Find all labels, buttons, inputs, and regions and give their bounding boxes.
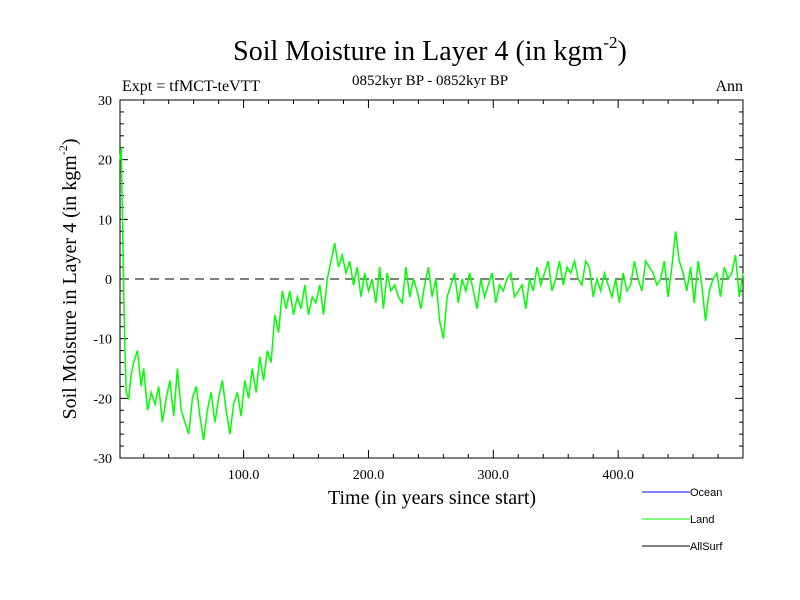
land-series-line <box>119 147 744 441</box>
y-tick-label: 0 <box>105 273 112 288</box>
y-tick-label: -10 <box>93 333 112 348</box>
y-tick-label: -20 <box>93 392 112 407</box>
legend: Ocean Land AllSurf <box>642 487 723 553</box>
y-tick-label: -30 <box>93 452 112 467</box>
season-label: Ann <box>715 78 743 95</box>
period-label: 0852kyr BP - 0852kyr BP <box>352 73 508 89</box>
y-tick-label: 20 <box>98 154 112 169</box>
x-tick-label: 300.0 <box>478 468 510 483</box>
x-tick-label: 200.0 <box>353 468 385 483</box>
legend-ocean-label: Ocean <box>690 487 722 499</box>
x-tick-label: 400.0 <box>602 468 634 483</box>
chart-title: Soil Moisture in Layer 4 (in kgm-2) <box>233 33 627 67</box>
legend-allsurf-label: AllSurf <box>690 541 723 553</box>
y-axis-label: Soil Moisture in Layer 4 (in kgm-2) <box>56 138 81 419</box>
y-axis-ticks: 30 20 10 0 -10 -20 -30 <box>93 94 743 467</box>
y-tick-label: 30 <box>98 94 112 109</box>
x-axis-label: Time (in years since start) <box>328 487 536 509</box>
experiment-label: Expt = tfMCT-teVTT <box>122 78 260 95</box>
legend-land-label: Land <box>690 514 714 526</box>
y-tick-label: 10 <box>98 213 112 228</box>
x-tick-label: 100.0 <box>228 468 260 483</box>
x-axis-ticks: 100.0 200.0 300.0 400.0 <box>228 100 634 483</box>
